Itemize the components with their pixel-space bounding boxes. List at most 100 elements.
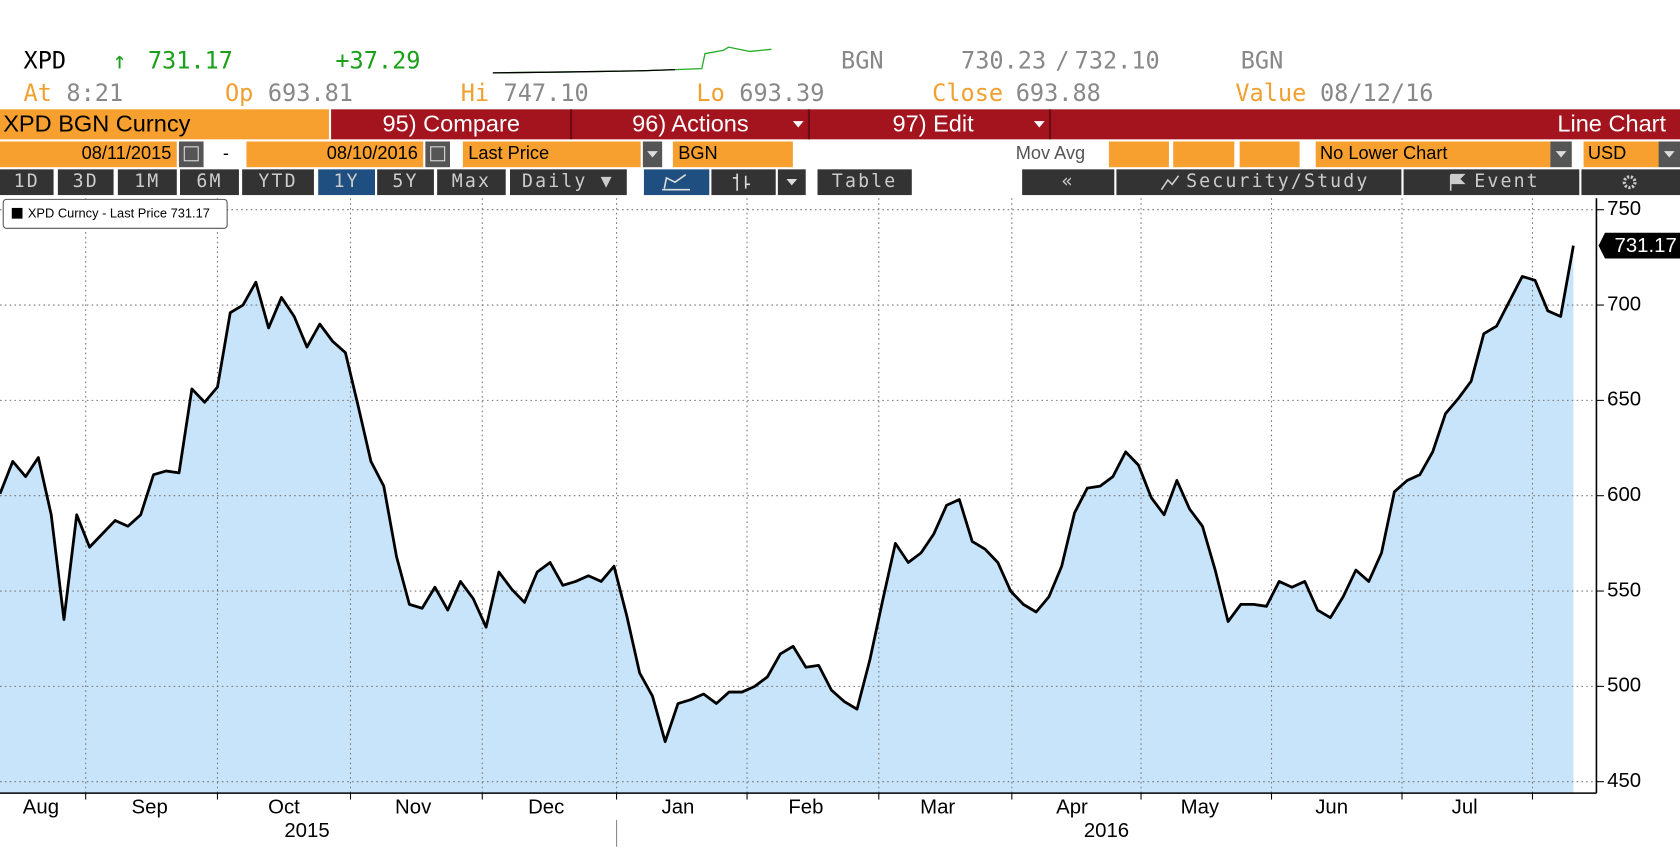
security[interactable]: XPD BGN Curncy xyxy=(3,111,190,137)
x-tick-label: Mar xyxy=(920,797,955,819)
period-label[interactable]: 6M xyxy=(196,171,222,192)
period-label[interactable]: YTD xyxy=(258,171,297,192)
price-line xyxy=(0,245,1575,744)
field[interactable] xyxy=(0,141,177,168)
price-field[interactable]: Last Price xyxy=(468,143,549,163)
y-tick-label: 750 xyxy=(1607,198,1641,220)
event-button[interactable]: Event xyxy=(1474,171,1540,192)
back-button[interactable]: « xyxy=(1062,171,1075,192)
period-button[interactable] xyxy=(0,169,54,196)
date-dash: - xyxy=(223,143,229,163)
ask: 732.10 xyxy=(1075,47,1160,75)
edit-button[interactable]: 97) Edit xyxy=(893,111,975,137)
currency[interactable]: USD xyxy=(1588,143,1626,163)
legend-entry: XPD Curncy - Last Price 731.17 xyxy=(28,206,210,221)
last-price-tag xyxy=(1598,232,1680,259)
dropdown-arrow xyxy=(1033,121,1045,128)
period-button[interactable] xyxy=(117,169,177,196)
period-label[interactable]: Max xyxy=(452,171,491,192)
period-label[interactable]: 1M xyxy=(134,171,160,192)
period-button[interactable] xyxy=(57,169,114,196)
period-button[interactable] xyxy=(437,169,506,196)
symbol: XPD xyxy=(24,47,67,75)
y-tick-label: 600 xyxy=(1607,484,1641,506)
lower-chart[interactable]: No Lower Chart xyxy=(1320,143,1447,163)
year-label: 2015 xyxy=(284,820,329,842)
period-label[interactable]: 5Y xyxy=(392,171,418,192)
period-label[interactable]: 1Y xyxy=(333,171,359,192)
y-tick-label: 700 xyxy=(1607,293,1641,315)
arrow: ↑ xyxy=(113,47,127,75)
field[interactable] xyxy=(672,141,793,168)
x-tick-label: Dec xyxy=(528,797,564,819)
y-tick-label: 650 xyxy=(1607,389,1641,411)
study-field[interactable]: Mov Avg xyxy=(1016,143,1085,163)
security-study-button[interactable]: Security/Study xyxy=(1186,171,1369,192)
calendar-glyph xyxy=(183,146,199,162)
period-label[interactable]: 1D xyxy=(14,171,40,192)
security-box[interactable] xyxy=(0,109,329,140)
field[interactable] xyxy=(1315,141,1551,168)
gear-icon xyxy=(1622,175,1637,190)
source2: BGN xyxy=(1241,47,1284,75)
legend-name: XPD Curncy - Last Price xyxy=(28,206,167,221)
at: 8:21 xyxy=(66,79,123,107)
legend-value: 731.17 xyxy=(171,206,210,221)
x-tick-label: Feb xyxy=(788,797,823,819)
period-button[interactable] xyxy=(242,169,314,196)
period-label[interactable]: 3D xyxy=(73,171,99,192)
field[interactable] xyxy=(462,141,641,168)
end-date[interactable]: 08/10/2016 xyxy=(327,143,418,163)
period-button[interactable] xyxy=(318,169,375,196)
y-tick-label: 500 xyxy=(1607,675,1641,697)
field[interactable] xyxy=(246,141,424,168)
sparkline-prev xyxy=(492,69,676,74)
button[interactable] xyxy=(817,169,912,196)
line-icon xyxy=(662,174,690,191)
actions-button[interactable]: 96) Actions xyxy=(632,111,749,137)
change: +37.29 xyxy=(335,47,420,75)
x-tick-label: Nov xyxy=(395,797,432,819)
dropdown-arrow xyxy=(792,121,804,128)
compare-button[interactable]: 95) Compare xyxy=(383,111,520,137)
year-label: 2016 xyxy=(1084,820,1129,842)
low: 693.39 xyxy=(739,79,824,107)
bar-icon xyxy=(732,173,750,191)
field[interactable] xyxy=(1108,141,1169,168)
button[interactable] xyxy=(510,169,627,196)
source-field[interactable]: BGN xyxy=(678,143,717,163)
y-tick-label: 450 xyxy=(1607,770,1641,792)
last-price: 731.17 xyxy=(148,47,233,75)
dropdown-arrow xyxy=(786,178,798,186)
button[interactable] xyxy=(1403,169,1580,196)
field[interactable] xyxy=(1239,141,1300,168)
open-label: Op xyxy=(225,79,253,107)
bar-icon-button[interactable] xyxy=(711,169,776,196)
table-button[interactable]: Table xyxy=(832,171,898,192)
field[interactable] xyxy=(1173,141,1235,168)
close-label: Close xyxy=(932,79,1003,107)
field[interactable] xyxy=(1583,141,1659,168)
x-tick-label: Jul xyxy=(1452,797,1478,819)
x-tick-label: Jan xyxy=(662,797,695,819)
value-label: Value xyxy=(1235,79,1306,107)
dropdown-arrow xyxy=(647,151,658,158)
flag-icon xyxy=(1449,173,1466,191)
x-tick-label: Jun xyxy=(1315,797,1348,819)
button[interactable] xyxy=(1581,169,1680,196)
frequency[interactable]: Daily ▼ xyxy=(522,171,614,192)
chart-type[interactable]: Line Chart xyxy=(1557,111,1666,137)
bid: 730.23 xyxy=(961,47,1046,75)
start-date[interactable]: 08/11/2015 xyxy=(82,143,172,163)
period-button[interactable] xyxy=(180,169,239,196)
calendar-icon[interactable] xyxy=(425,141,450,168)
separator: / xyxy=(1055,47,1069,75)
button[interactable] xyxy=(1022,169,1115,196)
open: 693.81 xyxy=(268,79,353,107)
calendar-icon[interactable] xyxy=(178,141,204,168)
line-icon-button[interactable] xyxy=(643,169,710,196)
button[interactable] xyxy=(1116,169,1402,196)
legend xyxy=(2,198,228,229)
period-button[interactable] xyxy=(377,169,434,196)
